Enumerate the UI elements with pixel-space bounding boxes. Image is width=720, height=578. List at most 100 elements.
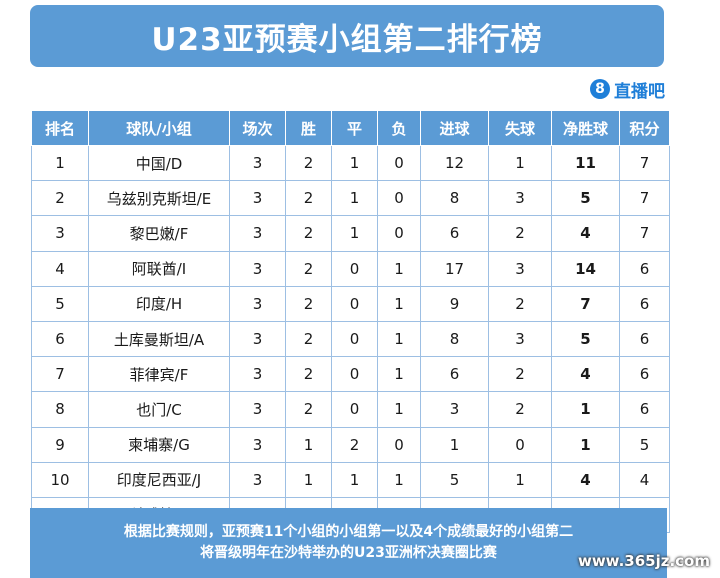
cell-lost: 0: [377, 215, 421, 252]
cell-goal-difference: 1: [551, 426, 620, 463]
cell-goals-for: 1: [420, 426, 489, 463]
cell-won: 2: [285, 180, 332, 217]
header-goals-for: 进球: [420, 110, 489, 146]
brand-label: 直播吧: [614, 81, 665, 102]
cell-goals-for: 12: [420, 144, 489, 182]
cell-played: 3: [229, 391, 286, 428]
header-won: 胜: [285, 110, 332, 146]
cell-won: 2: [285, 391, 332, 428]
cell-goals-against: 0: [488, 426, 552, 463]
table-row: 7 菲律宾/F 3 2 0 1 6 2 4 6: [31, 356, 670, 393]
cell-goal-difference: 11: [551, 144, 620, 182]
cell-lost: 1: [377, 356, 421, 393]
cell-goal-difference: 14: [551, 250, 620, 287]
cell-lost: 0: [377, 144, 421, 182]
cell-played: 3: [229, 320, 286, 358]
header-played: 场次: [229, 110, 286, 146]
cell-rank: 6: [31, 320, 89, 358]
cell-team: 中国/D: [88, 144, 230, 182]
header-rank: 排名: [31, 110, 89, 146]
cell-team: 印度/H: [88, 285, 230, 322]
header-goal-difference: 净胜球: [551, 110, 620, 146]
table-row: 3 黎巴嫩/F 3 2 1 0 6 2 4 7: [31, 215, 670, 252]
cell-points: 4: [619, 461, 670, 498]
cell-rank: 7: [31, 356, 89, 393]
cell-won: 2: [285, 285, 332, 322]
cell-won: 2: [285, 144, 332, 182]
cell-goal-difference: 7: [551, 285, 620, 322]
cell-goals-for: 17: [420, 250, 489, 287]
cell-points: 7: [619, 215, 670, 252]
table-row: 6 土库曼斯坦/A 3 2 0 1 8 3 5 6: [31, 320, 670, 358]
cell-goals-against: 2: [488, 285, 552, 322]
cell-lost: 1: [377, 461, 421, 498]
cell-goal-difference: 4: [551, 461, 620, 498]
header-team: 球队/小组: [88, 110, 230, 146]
cell-points: 6: [619, 356, 670, 393]
cell-goals-for: 9: [420, 285, 489, 322]
cell-goals-for: 5: [420, 461, 489, 498]
brand-logo: 8 直播吧: [590, 77, 665, 102]
cell-drawn: 0: [331, 285, 378, 322]
cell-rank: 2: [31, 180, 89, 217]
cell-drawn: 1: [331, 144, 378, 182]
cell-points: 7: [619, 180, 670, 217]
cell-goal-difference: 1: [551, 391, 620, 428]
table-row: 9 柬埔寨/G 3 1 2 0 1 0 1 5: [31, 426, 670, 463]
header-drawn: 平: [331, 110, 378, 146]
rules-note-line1: 根据比赛规则，亚预赛11个小组的小组第一以及4个成绩最好的小组第二: [123, 524, 574, 540]
cell-goal-difference: 4: [551, 215, 620, 252]
cell-goals-against: 2: [488, 215, 552, 252]
cell-goal-difference: 5: [551, 180, 620, 217]
header-lost: 负: [377, 110, 421, 146]
cell-rank: 1: [31, 144, 89, 182]
cell-drawn: 2: [331, 426, 378, 463]
cell-drawn: 1: [331, 461, 378, 498]
cell-goals-for: 6: [420, 356, 489, 393]
header-points: 积分: [619, 110, 670, 146]
cell-rank: 8: [31, 391, 89, 428]
table-row: 5 印度/H 3 2 0 1 9 2 7 6: [31, 285, 670, 322]
table-row: 8 也门/C 3 2 0 1 3 2 1 6: [31, 391, 670, 428]
page-title: U23亚预赛小组第二排行榜: [30, 5, 664, 67]
cell-lost: 1: [377, 285, 421, 322]
cell-drawn: 1: [331, 180, 378, 217]
watermark: www.365jz.com: [577, 552, 710, 570]
cell-played: 3: [229, 215, 286, 252]
cell-goals-for: 8: [420, 180, 489, 217]
cell-team: 阿联酋/I: [88, 250, 230, 287]
rules-note-line2: 将晋级明年在沙特举办的U23亚洲杯决赛圈比赛: [200, 545, 497, 561]
cell-won: 2: [285, 250, 332, 287]
cell-played: 3: [229, 426, 286, 463]
cell-won: 1: [285, 426, 332, 463]
cell-won: 2: [285, 320, 332, 358]
table-row: 4 阿联酋/I 3 2 0 1 17 3 14 6: [31, 250, 670, 287]
cell-rank: 9: [31, 426, 89, 463]
cell-played: 3: [229, 250, 286, 287]
cell-lost: 0: [377, 426, 421, 463]
table-header-row: 排名 球队/小组 场次 胜 平 负 进球 失球 净胜球 积分: [31, 110, 670, 146]
cell-drawn: 1: [331, 215, 378, 252]
table-row: 2 乌兹别克斯坦/E 3 2 1 0 8 3 5 7: [31, 180, 670, 217]
rules-note: 根据比赛规则，亚预赛11个小组的小组第一以及4个成绩最好的小组第二 将晋级明年在…: [30, 508, 667, 578]
cell-won: 1: [285, 461, 332, 498]
cell-played: 3: [229, 356, 286, 393]
cell-drawn: 0: [331, 250, 378, 287]
cell-team: 柬埔寨/G: [88, 426, 230, 463]
cell-goals-for: 8: [420, 320, 489, 358]
cell-lost: 1: [377, 250, 421, 287]
brand-8-icon: 8: [590, 79, 610, 99]
cell-played: 3: [229, 285, 286, 322]
cell-points: 6: [619, 391, 670, 428]
cell-team: 黎巴嫩/F: [88, 215, 230, 252]
cell-won: 2: [285, 356, 332, 393]
cell-points: 6: [619, 320, 670, 358]
cell-goals-for: 3: [420, 391, 489, 428]
cell-rank: 3: [31, 215, 89, 252]
cell-goals-against: 3: [488, 250, 552, 287]
table-row: 1 中国/D 3 2 1 0 12 1 11 7: [31, 144, 670, 182]
cell-played: 3: [229, 144, 286, 182]
cell-won: 2: [285, 215, 332, 252]
cell-goals-for: 6: [420, 215, 489, 252]
cell-played: 3: [229, 180, 286, 217]
